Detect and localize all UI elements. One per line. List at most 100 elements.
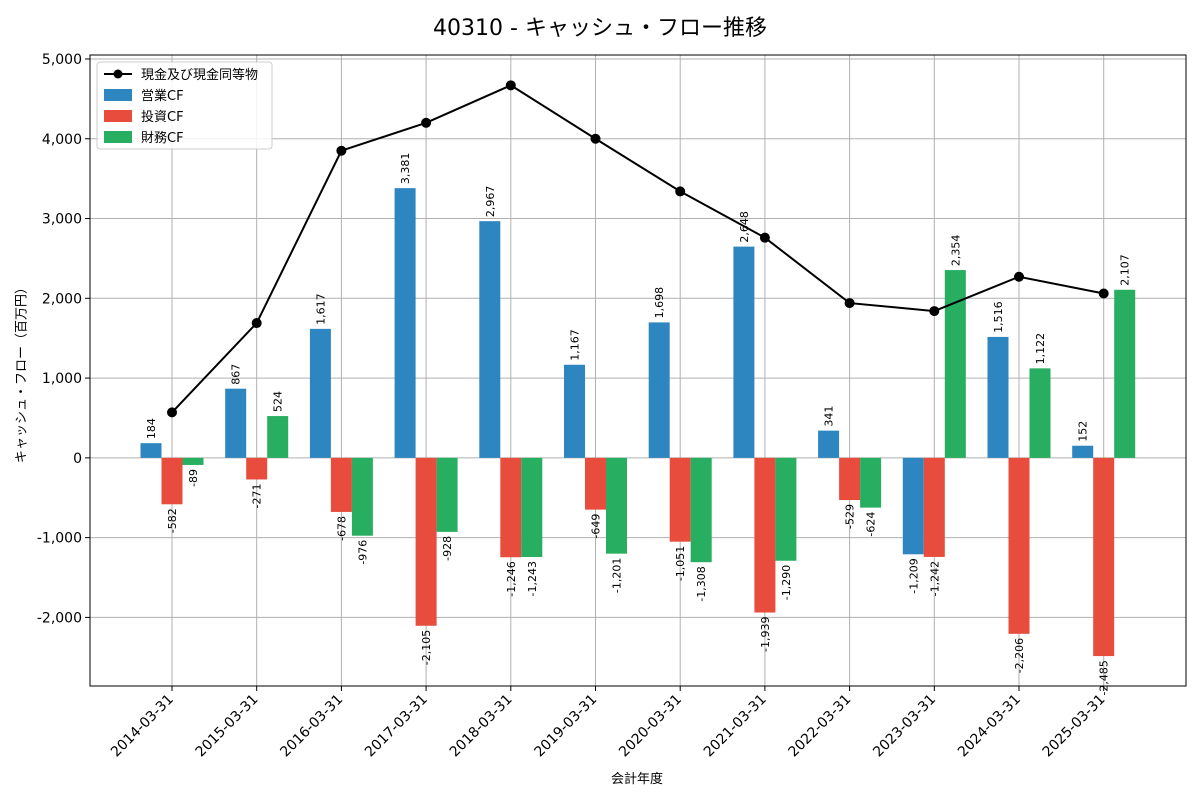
data-label: 1,167 (569, 329, 582, 361)
y-tick-label: 2,000 (42, 291, 82, 307)
x-tick-label: 2023-03-31 (870, 692, 939, 761)
x-tick-label: 2016-03-31 (277, 692, 346, 761)
data-label: -624 (865, 512, 878, 537)
x-tick-label: 2018-03-31 (447, 692, 516, 761)
y-tick-label: -2,000 (37, 610, 82, 626)
bar (161, 457, 183, 505)
bar (818, 430, 840, 458)
bar (1029, 368, 1051, 458)
data-label: -1,290 (780, 565, 793, 600)
bar (479, 221, 501, 458)
bar-series (140, 188, 1094, 555)
x-ticks: 2014-03-31 2015-03-31 2016-03-31 2017-03-31… (108, 686, 1109, 760)
x-tick-label: 2024-03-31 (955, 692, 1024, 761)
x-tick-label: 2025-03-31 (1040, 692, 1109, 761)
data-labels: 1848671,6173,3812,9671,1671,6982,648341-… (145, 153, 1090, 594)
bar (564, 364, 585, 458)
cash-line-series (167, 80, 1109, 418)
bar (267, 416, 289, 458)
bar (944, 270, 966, 458)
data-label: 184 (145, 418, 158, 439)
bar (351, 457, 373, 536)
data-label: -678 (335, 516, 348, 541)
bar (1093, 457, 1115, 657)
legend-label: 投資CF (141, 109, 184, 125)
bar (436, 457, 458, 532)
bar (140, 443, 162, 458)
data-label: -1,201 (611, 558, 624, 593)
data-label: -1,939 (759, 617, 772, 652)
bar-series (161, 457, 1115, 657)
y-tick-label: -1,000 (37, 531, 82, 547)
bar (1008, 457, 1030, 634)
legend-swatch (104, 89, 132, 101)
data-label: 1,122 (1034, 333, 1047, 365)
plot-frame (89, 54, 1187, 687)
cash-point (251, 318, 262, 329)
data-label: -1,308 (695, 566, 708, 601)
bar-series (182, 270, 1136, 563)
y-tick-label: 0 (73, 451, 82, 467)
legend-label: 財務CF (141, 131, 184, 146)
bar (394, 188, 416, 458)
bar (225, 388, 247, 458)
y-ticks: -2,000 -1,000 0 1,000 2,000 3,000 4,000 5,000 (37, 52, 90, 626)
data-label: -976 (356, 540, 369, 565)
x-tick-label: 2021-03-31 (701, 692, 770, 761)
data-label: -582 (166, 508, 179, 533)
data-label: 524 (272, 391, 285, 412)
x-tick-label: 2022-03-31 (786, 692, 855, 761)
x-tick-label: 2014-03-31 (108, 692, 177, 761)
cash-point (675, 186, 686, 197)
bar (902, 457, 924, 555)
data-label: 1,698 (653, 287, 666, 319)
legend-label: 営業CF (141, 88, 184, 104)
data-label: -89 (187, 469, 200, 487)
bar (415, 457, 437, 626)
x-tick-label: 2017-03-31 (362, 692, 431, 761)
bar (669, 457, 691, 542)
bar (733, 246, 755, 458)
cash-point (929, 306, 940, 317)
bar (690, 457, 712, 563)
cash-point (505, 80, 516, 91)
data-label: -928 (441, 536, 454, 561)
x-axis-label: 会計年度 (610, 772, 663, 787)
y-tick-label: 3,000 (42, 212, 82, 228)
legend-marker (113, 69, 123, 79)
data-label: 3,381 (399, 153, 412, 185)
chart-title: 40310 - キャッシュ・フロー推移 (433, 16, 767, 41)
data-label: 1,617 (314, 293, 327, 325)
cash-point (1098, 288, 1109, 299)
cash-point (844, 298, 855, 309)
bar (521, 457, 543, 558)
data-label: -2,485 (1098, 660, 1111, 695)
x-tick-label: 2019-03-31 (531, 692, 600, 761)
bar (775, 457, 797, 561)
data-label: -529 (844, 504, 857, 529)
data-label: 152 (1077, 421, 1090, 442)
cash-point (421, 117, 432, 128)
data-label: 2,107 (1119, 254, 1132, 286)
data-labels: -582 -271 -678 -2,105 -1,246 -649 -1,051 -1,939… (166, 483, 1111, 695)
data-label: -1,246 (505, 561, 518, 596)
data-labels: -89 524 -976 -928 -1,243 -1,201 -1,308 -1,290 -6… (187, 235, 1132, 602)
y-tick-label: 1,000 (42, 371, 82, 387)
data-label: 2,967 (484, 186, 497, 218)
cash-line (171, 84, 1104, 414)
bar (246, 457, 268, 480)
data-label: 1,516 (992, 301, 1005, 333)
bar (606, 457, 627, 554)
data-label: -1,209 (907, 558, 920, 593)
y-tick-label: 4,000 (42, 132, 82, 148)
cash-point (590, 133, 601, 144)
bar (860, 457, 882, 508)
bar (648, 322, 670, 458)
legend-swatch (104, 110, 132, 122)
data-label: -1,243 (526, 561, 539, 596)
bar (987, 336, 1009, 458)
bar (839, 457, 861, 501)
legend-label: 現金及び現金同等物 (141, 67, 258, 83)
bar (1114, 289, 1136, 458)
